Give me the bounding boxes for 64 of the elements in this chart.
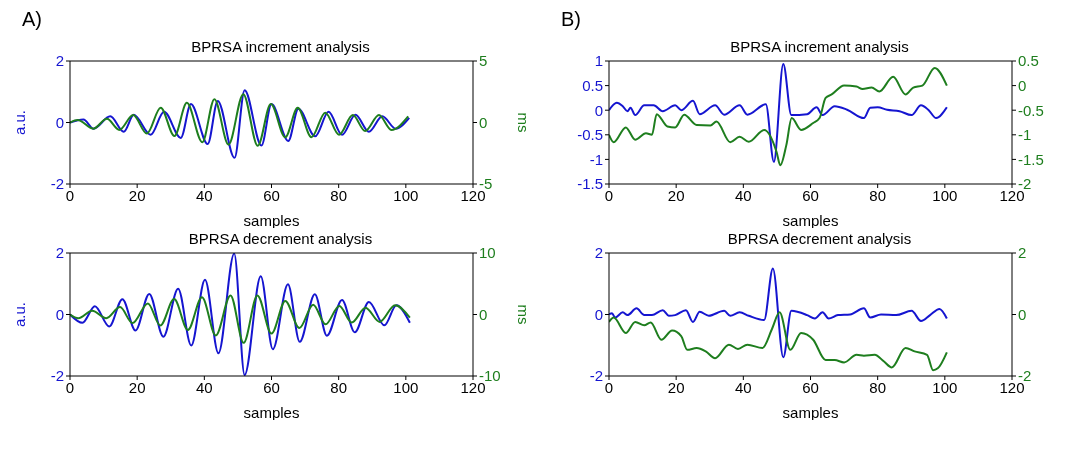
y-tick-label: 0 — [55, 113, 64, 131]
line-series — [70, 93, 410, 147]
x-tick-label: 100 — [932, 378, 958, 396]
y2-tick-label: -1 — [1018, 126, 1032, 144]
y-tick-label: -2 — [50, 367, 64, 385]
x-tick-label: 40 — [734, 378, 752, 396]
line-series — [70, 253, 411, 376]
x-tick-label: 20 — [667, 378, 685, 396]
y-tick-label: 1 — [594, 52, 603, 70]
x-tick-label: 40 — [195, 378, 213, 396]
y-tick-label: 2 — [594, 244, 603, 262]
x-tick-label: 60 — [802, 378, 819, 396]
x-tick-label: 80 — [869, 186, 887, 204]
y-tick-label: -2 — [589, 367, 603, 385]
x-tick-label: 20 — [128, 378, 146, 396]
y2-tick-label: 0 — [479, 305, 488, 323]
x-tick-label: 40 — [195, 186, 213, 204]
chart-title: BPRSA decrement analysis — [188, 230, 373, 247]
y2-tick-label: 0 — [1018, 76, 1027, 94]
x-tick-label: 100 — [393, 186, 419, 204]
y-tick-label: -1.5 — [577, 175, 603, 193]
y-tick-label: 2 — [55, 244, 64, 262]
y2-tick-label: 0 — [1018, 305, 1027, 323]
line-series — [70, 89, 411, 159]
x-tick-label: 80 — [330, 378, 348, 396]
line-series — [70, 294, 411, 344]
x-tick-label: 80 — [330, 186, 348, 204]
x-tick-label: 60 — [802, 186, 819, 204]
chart-title: BPRSA increment analysis — [730, 38, 909, 55]
text: B) — [560, 8, 582, 32]
y-axis-title: a.u. — [11, 301, 29, 328]
x-tick-label: 100 — [393, 378, 419, 396]
x-tick-label: 20 — [128, 186, 146, 204]
chart-title: BPRSA decrement analysis — [727, 230, 912, 247]
x-tick-label: 80 — [869, 378, 887, 396]
y2-tick-label: 2 — [1018, 244, 1027, 262]
y-tick-label: 0 — [594, 101, 603, 119]
y2-axis-title: ms — [514, 304, 532, 325]
y2-tick-label: 10 — [479, 244, 496, 262]
y2-tick-label: 0 — [479, 113, 488, 131]
y2-tick-label: 0.5 — [1018, 52, 1039, 70]
x-tick-label: 40 — [734, 186, 752, 204]
y-axis-title: a.u. — [11, 109, 29, 136]
y2-axis-title: ms — [514, 112, 532, 133]
x-tick-label: 20 — [667, 186, 685, 204]
line-series — [609, 311, 948, 372]
y2-tick-label: 5 — [479, 52, 488, 70]
x-tick-label: 100 — [932, 186, 958, 204]
x-tick-label: 60 — [263, 186, 280, 204]
x-tick-label: 120 — [460, 378, 486, 396]
y2-tick-label: -1.5 — [1018, 150, 1044, 168]
y2-tick-label: -0.5 — [1018, 101, 1044, 119]
y-tick-label: 2 — [55, 52, 64, 70]
y-tick-label: -0.5 — [577, 126, 603, 144]
y-tick-label: 0 — [55, 305, 64, 323]
x-tick-label: 60 — [263, 378, 280, 396]
x-tick-label: 120 — [460, 186, 486, 204]
y-tick-label: -1 — [589, 150, 603, 168]
text: A) — [21, 8, 43, 32]
y-tick-label: 0 — [594, 305, 603, 323]
y-tick-label: -2 — [50, 175, 64, 193]
y-tick-label: 0.5 — [582, 76, 603, 94]
line-series — [609, 267, 948, 359]
chart-title: BPRSA increment analysis — [191, 38, 370, 55]
